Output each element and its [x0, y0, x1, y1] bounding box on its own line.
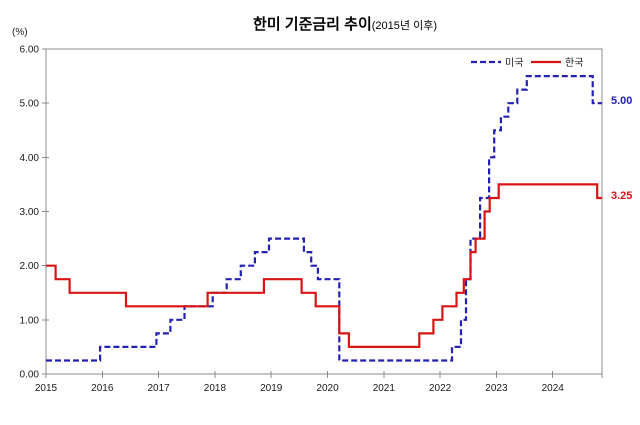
- x-tick-label: 2015: [35, 383, 58, 394]
- us-end-value-label: 5.00: [611, 95, 632, 107]
- chart-title-main: 한미 기준금리 추이: [253, 16, 372, 33]
- series-lines: [46, 75, 602, 362]
- kr-end-value-label: 3.25: [611, 190, 632, 202]
- y-tick-label: 5.00: [20, 99, 40, 110]
- x-tick-label: 2017: [147, 383, 170, 394]
- x-tick-label: 2019: [260, 383, 283, 394]
- x-tick-label: 2023: [485, 383, 508, 394]
- x-tick-label: 2018: [204, 383, 227, 394]
- y-tick-label: 4.00: [20, 153, 40, 164]
- y-tick-label: 3.00: [20, 207, 40, 218]
- plot-frame: [45, 48, 603, 375]
- chart-title-subtitle: (2015년 이후): [372, 19, 437, 32]
- y-tick-label: 6.00: [20, 45, 40, 56]
- legend: 미국 한국: [471, 57, 583, 69]
- chart-title: 한미 기준금리 추이(2015년 이후): [253, 16, 437, 33]
- us-rate-line: [46, 75, 602, 362]
- x-tick-label: 2022: [429, 383, 452, 394]
- legend-label-us: 미국: [505, 57, 523, 69]
- x-tick-label: 2020: [316, 383, 339, 394]
- x-tick-label: 2024: [542, 383, 565, 394]
- kr-rate-line: [46, 183, 602, 348]
- x-tick-label: 2016: [91, 383, 114, 394]
- y-tick-label: 0.00: [20, 370, 40, 381]
- y-axis-unit-label: (%): [12, 27, 28, 38]
- y-tick-label: 1.00: [20, 315, 40, 326]
- axis-ticks: 6.00 5.00 4.00 3.00 2.00 1.00 0.00 2015 2016 2017…: [20, 45, 603, 394]
- x-tick-label: 2021: [373, 383, 396, 394]
- legend-label-kr: 한국: [565, 57, 583, 69]
- y-tick-label: 2.00: [20, 261, 40, 272]
